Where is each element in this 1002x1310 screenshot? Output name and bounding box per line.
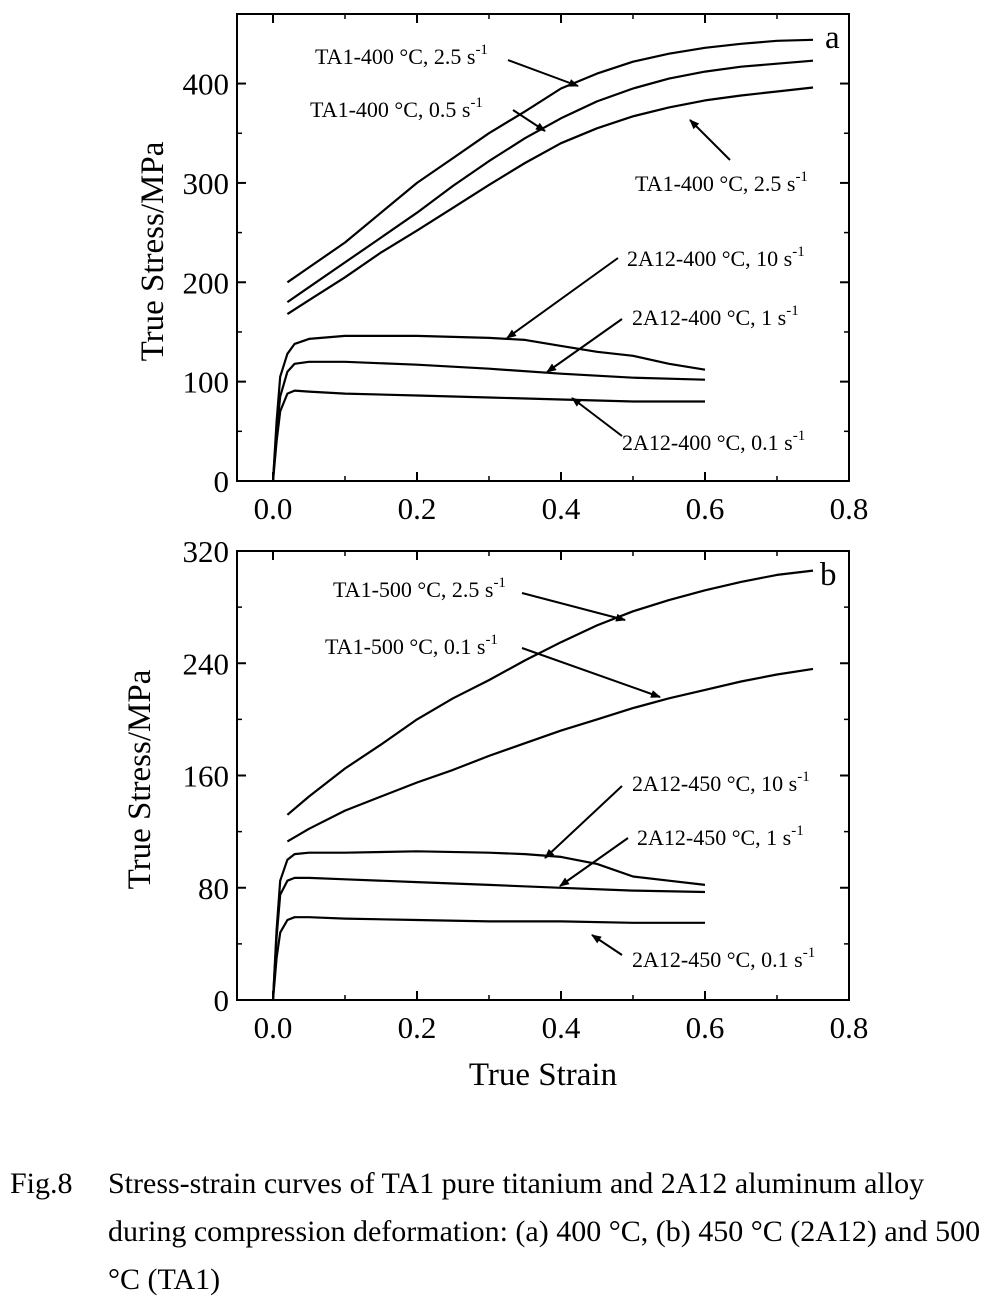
caption-text: Stress-strain curves of TA1 pure titaniu… bbox=[108, 1167, 981, 1296]
series-line bbox=[271, 850, 706, 1001]
series-line bbox=[286, 667, 814, 843]
panel-label: b bbox=[820, 557, 837, 593]
label-arrow bbox=[521, 592, 626, 622]
y-tick-label: 100 bbox=[183, 365, 230, 400]
label-arrow bbox=[521, 647, 661, 698]
series-label-sup: -1 bbox=[791, 823, 804, 839]
plot-frame bbox=[236, 13, 850, 482]
label-arrow bbox=[571, 397, 623, 437]
series-label-sup: -1 bbox=[475, 42, 488, 58]
series-label-name: TA1-500 °C, 0.1 s bbox=[325, 634, 485, 659]
series-label: 2A12-450 °C, 10 s-1 bbox=[632, 769, 810, 796]
series-label-name: 2A12-400 °C, 10 s bbox=[627, 246, 792, 271]
x-tick-label: 0.2 bbox=[398, 1010, 437, 1045]
x-tick-label: 0.6 bbox=[686, 491, 725, 526]
panel-label: a bbox=[825, 20, 840, 56]
series-label: TA1-500 °C, 2.5 s-1 bbox=[333, 575, 506, 602]
label-arrow bbox=[506, 257, 619, 339]
series-label-sup: -1 bbox=[786, 303, 799, 319]
y-tick-label: 200 bbox=[183, 265, 230, 300]
y-axis-label: True Stress/MPa bbox=[135, 141, 171, 361]
series-label-sup: -1 bbox=[470, 95, 483, 111]
label-arrow bbox=[507, 59, 579, 87]
series-label: 2A12-400 °C, 1 s-1 bbox=[632, 303, 799, 330]
x-tick-label: 0.0 bbox=[254, 1010, 293, 1045]
label-arrow bbox=[512, 109, 546, 132]
y-tick-label: 400 bbox=[183, 67, 230, 102]
series-label: 2A12-400 °C, 10 s-1 bbox=[627, 244, 805, 271]
series-label: TA1-400 °C, 2.5 s-1 bbox=[635, 169, 808, 196]
label-arrow bbox=[559, 837, 629, 887]
series-label: TA1-400 °C, 2.5 s-1 bbox=[315, 42, 488, 69]
series-label-sup: -1 bbox=[795, 169, 808, 185]
series-label-name: TA1-500 °C, 2.5 s bbox=[333, 577, 493, 602]
series-label-sup: -1 bbox=[493, 575, 506, 591]
y-tick-label: 320 bbox=[183, 534, 230, 569]
series-label-name: TA1-400 °C, 2.5 s bbox=[635, 171, 795, 196]
caption-label: Fig.8 bbox=[10, 1167, 73, 1200]
series-label: 2A12-450 °C, 1 s-1 bbox=[637, 823, 804, 850]
series-label-name: 2A12-450 °C, 1 s bbox=[637, 825, 791, 850]
series-label-name: 2A12-450 °C, 10 s bbox=[632, 771, 797, 796]
series-line bbox=[286, 569, 814, 816]
y-tick-label: 80 bbox=[198, 871, 229, 906]
series-line bbox=[271, 360, 706, 482]
series-label-name: TA1-400 °C, 0.5 s bbox=[310, 97, 470, 122]
series-label: 2A12-400 °C, 0.1 s-1 bbox=[622, 428, 805, 455]
label-arrow bbox=[544, 785, 623, 859]
series-label-sup: -1 bbox=[793, 428, 806, 444]
x-tick-label: 0.4 bbox=[542, 1010, 581, 1045]
x-tick-label: 0.2 bbox=[398, 491, 437, 526]
series-label-name: 2A12-400 °C, 1 s bbox=[632, 305, 786, 330]
label-arrow bbox=[591, 934, 623, 956]
label-arrow bbox=[546, 318, 623, 373]
y-tick-label: 160 bbox=[183, 759, 230, 794]
series-label-name: 2A12-450 °C, 0.1 s bbox=[632, 947, 803, 972]
series-label-sup: -1 bbox=[485, 632, 498, 648]
y-axis-label: True Stress/MPa bbox=[122, 669, 158, 889]
label-arrow bbox=[689, 119, 731, 161]
x-tick-label: 0.0 bbox=[254, 491, 293, 526]
x-tick-label: 0.4 bbox=[542, 491, 581, 526]
y-tick-label: 0 bbox=[214, 464, 230, 499]
series-line bbox=[286, 86, 814, 316]
x-tick-label: 0.6 bbox=[686, 1010, 725, 1045]
x-tick-label: 0.8 bbox=[830, 1010, 869, 1045]
series-label-sup: -1 bbox=[803, 945, 816, 961]
panel-b: 0.0 0.2 0.4 0.6 0.8 0 80 160 240 320 True Stress/M… bbox=[122, 534, 868, 1093]
series-line bbox=[271, 916, 705, 1001]
x-axis-label: True Strain bbox=[469, 1057, 617, 1093]
series-label-name: TA1-400 °C, 2.5 s bbox=[315, 44, 475, 69]
y-tick-label: 240 bbox=[183, 646, 230, 681]
series-line bbox=[271, 334, 706, 482]
series-label: TA1-500 °C, 0.1 s-1 bbox=[325, 632, 498, 659]
y-tick-label: 300 bbox=[183, 166, 230, 201]
series-label: 2A12-450 °C, 0.1 s-1 bbox=[632, 945, 815, 972]
panel-a: 0.0 0.2 0.4 0.6 0.8 0 100 200 300 400 True Stress/… bbox=[135, 13, 869, 526]
y-tick-label: 0 bbox=[214, 983, 230, 1018]
figure: 0.0 0.2 0.4 0.6 0.8 0 100 200 300 400 True Stress/… bbox=[122, 13, 869, 1093]
series-label-sup: -1 bbox=[792, 244, 805, 260]
series-label: TA1-400 °C, 0.5 s-1 bbox=[310, 95, 483, 122]
series-line bbox=[286, 38, 814, 284]
series-label-name: 2A12-400 °C, 0.1 s bbox=[622, 430, 793, 455]
x-tick-label: 0.8 bbox=[830, 491, 869, 526]
series-label-sup: -1 bbox=[797, 769, 810, 785]
series-line bbox=[271, 876, 706, 1001]
